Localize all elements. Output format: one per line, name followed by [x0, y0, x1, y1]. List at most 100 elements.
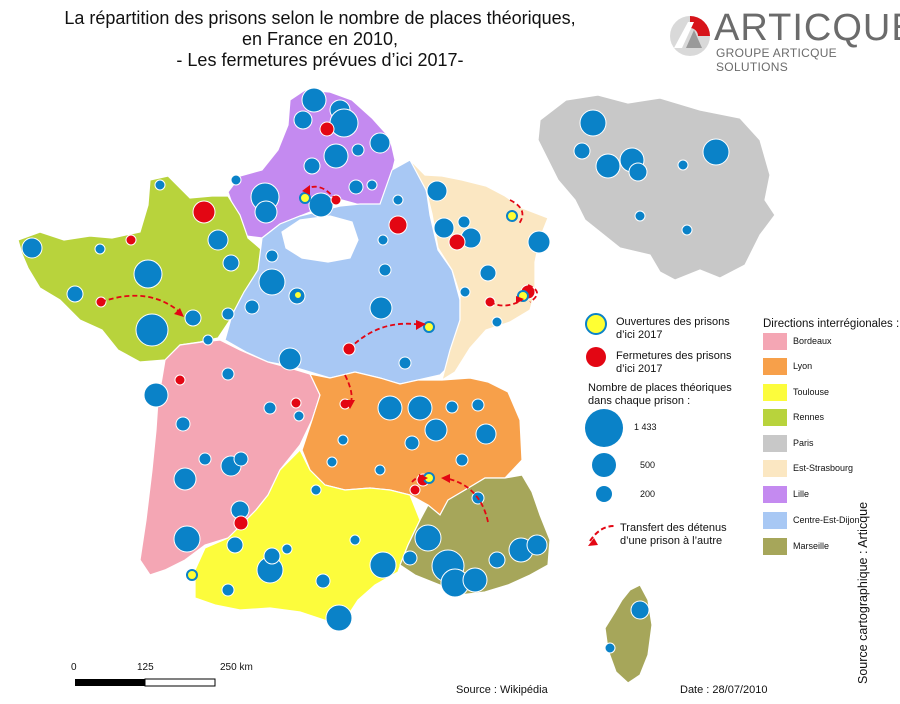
prison-marker: [326, 456, 338, 468]
prison-marker: [173, 525, 201, 553]
prison-marker: [135, 313, 169, 347]
arrowhead: [174, 308, 184, 317]
prison-marker: [244, 299, 260, 315]
arrowhead: [345, 400, 355, 409]
arrowhead: [441, 474, 450, 483]
closure-marker: [388, 215, 408, 235]
legend-transfer-label: Transfert des détenus d’une prison à l’a…: [620, 522, 727, 548]
direction-swatch: [763, 409, 787, 426]
prison-marker: [281, 543, 293, 555]
side-credit: Source cartographique : Articque: [856, 501, 870, 684]
prison-marker: [175, 416, 191, 432]
direction-label: Rennes: [793, 412, 825, 422]
direction-swatch: [763, 460, 787, 477]
prison-marker: [154, 179, 166, 191]
prison-marker: [369, 551, 397, 579]
legend-size-title: Nombre de places théoriques dans chaque …: [588, 382, 732, 408]
prison-marker: [173, 467, 197, 491]
prison-marker: [392, 194, 404, 206]
prison-marker: [424, 418, 448, 442]
direction-label: Centre-Est-Dijon: [793, 515, 860, 525]
region-toulouse: [194, 448, 421, 623]
prison-marker: [226, 536, 244, 554]
legend-size-500-label: 500: [640, 460, 656, 470]
legend-size-1433-icon: [585, 409, 623, 447]
prison-marker: [374, 464, 386, 476]
direction-label: Lille: [793, 489, 810, 499]
legend-closure-icon: [586, 347, 606, 367]
prison-marker: [263, 401, 277, 415]
region-paris: [537, 94, 776, 281]
prison-marker: [402, 550, 418, 566]
prison-marker: [398, 356, 412, 370]
prison-marker: [202, 334, 214, 346]
prison-marker: [207, 229, 229, 251]
direction-swatch: [763, 384, 787, 401]
direction-label: Paris: [793, 438, 814, 448]
prison-marker: [337, 434, 349, 446]
direction-swatch: [763, 538, 787, 555]
prison-marker: [351, 143, 365, 157]
source-label: Source : Wikipédia: [456, 684, 548, 696]
legend-transfer-icon: [589, 525, 615, 542]
opening-marker: [186, 569, 198, 581]
legend-size-200-icon: [596, 486, 612, 502]
closure-marker: [409, 484, 421, 496]
prison-marker: [258, 268, 286, 296]
scale-label-0: 0: [71, 662, 77, 673]
transfer-arrow: [444, 477, 489, 523]
prison-marker: [265, 249, 279, 263]
transfer-arrow: [509, 199, 524, 226]
prison-marker: [455, 453, 469, 467]
legend-openings-line1: Ouvertures des prisons: [616, 316, 730, 328]
prison-marker: [133, 259, 163, 289]
closure-marker: [174, 374, 186, 386]
closure-marker: [290, 397, 302, 409]
logo-name: ARTICQUE: [714, 7, 900, 49]
transfer-arrow: [100, 294, 183, 315]
region-paris-hole: [281, 215, 359, 263]
prison-marker: [308, 192, 334, 218]
prison-marker: [369, 296, 393, 320]
prison-marker: [278, 347, 302, 371]
prison-marker: [349, 534, 361, 546]
arrowhead: [302, 185, 310, 195]
scale-bar: [75, 678, 216, 687]
prison-marker: [263, 547, 281, 565]
opening-marker: [299, 192, 311, 204]
prison-marker: [222, 254, 240, 272]
transfer-arrowheads: [174, 185, 524, 483]
prison-marker: [377, 395, 403, 421]
prison-marker: [630, 600, 650, 620]
legend-closures-line1: Fermetures des prisons: [616, 350, 732, 362]
prison-marker: [254, 200, 278, 224]
direction-label: Toulouse: [793, 387, 830, 397]
prison-marker: [184, 309, 202, 327]
prison-marker: [595, 153, 621, 179]
prison-marker: [634, 210, 646, 222]
prison-marker: [414, 524, 442, 552]
prison-marker: [604, 642, 616, 654]
prison-marker: [628, 162, 648, 182]
closure-marker: [448, 233, 466, 251]
transfer-arrow: [348, 322, 423, 350]
closure-marker: [233, 515, 249, 531]
prison-marker: [527, 230, 551, 254]
legend-openings-line2: d’ici 2017: [616, 329, 663, 341]
transfer-arrow: [527, 284, 538, 303]
prison-marker: [323, 143, 349, 169]
prison-marker: [407, 395, 433, 421]
prison-marker: [475, 423, 497, 445]
prison-marker: [310, 484, 322, 496]
opening-layer: [186, 192, 529, 581]
legend-size-500-icon: [592, 453, 616, 477]
title-line-1: La répartition des prisons selon le nomb…: [64, 8, 576, 28]
direction-label: Lyon: [793, 361, 813, 371]
logo-subtitle: GROUPE ARTICQUE SOLUTIONS: [716, 46, 837, 74]
prison-marker: [573, 142, 591, 160]
articque-logo: ARTICQUE GROUPE ARTICQUE SOLUTIONS: [668, 7, 900, 74]
prison-marker: [677, 159, 689, 171]
articque-logo-icon: [670, 16, 710, 56]
direction-swatch: [763, 435, 787, 452]
